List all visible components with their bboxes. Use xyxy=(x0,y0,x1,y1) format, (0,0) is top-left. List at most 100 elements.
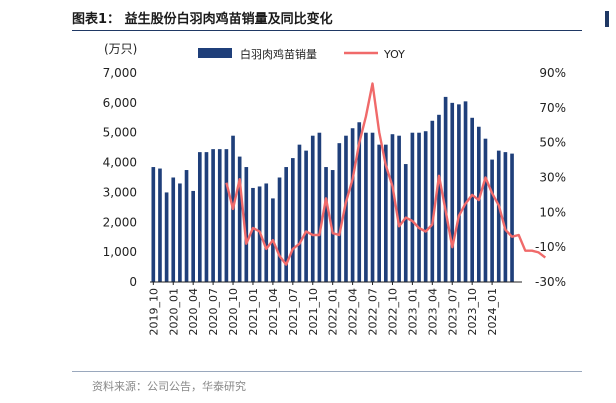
bar xyxy=(304,150,308,282)
yoy-line xyxy=(225,82,547,266)
bar xyxy=(171,177,176,282)
y-left-tick-label: 3,000 xyxy=(103,185,137,199)
y-right-tick-label: 10% xyxy=(539,205,566,219)
y-left-tick-label: 6,000 xyxy=(103,96,137,110)
legend-label-bar: 白羽肉鸡苗销量 xyxy=(240,47,317,61)
y-left-tick-label: 0 xyxy=(129,275,137,289)
bar xyxy=(310,135,315,282)
y-left-tick-label: 7,000 xyxy=(103,66,137,80)
bar xyxy=(457,104,461,282)
x-tick-label: 2022_07 xyxy=(367,288,380,336)
y-left-tick-label: 2,000 xyxy=(103,215,137,229)
bar xyxy=(370,132,375,282)
bar xyxy=(364,132,368,282)
bar xyxy=(324,167,328,282)
x-tick-label: 2023_01 xyxy=(406,288,419,336)
bar xyxy=(443,96,448,282)
bar xyxy=(284,167,288,282)
y-left-tick-label: 5,000 xyxy=(103,126,137,140)
x-tick-label: 2020_07 xyxy=(207,288,220,336)
y-unit-label: (万只) xyxy=(104,42,137,56)
adjacent-panel-edge xyxy=(603,8,616,30)
x-tick-label: 2021_07 xyxy=(287,288,300,336)
source-rule xyxy=(72,371,582,372)
bar-series xyxy=(151,96,514,283)
x-tick-label: 2022_01 xyxy=(327,288,340,336)
bar xyxy=(178,183,182,282)
bar xyxy=(337,143,342,282)
bar xyxy=(423,131,428,282)
bar xyxy=(476,126,481,283)
y-right-tick-label: -30% xyxy=(535,275,566,289)
source-note: 资料来源：公司公告，华泰研究 xyxy=(92,380,246,393)
bar xyxy=(330,170,335,282)
bar xyxy=(430,120,435,283)
bar xyxy=(277,177,282,282)
bar xyxy=(184,170,189,282)
bar xyxy=(164,192,169,282)
bar xyxy=(264,183,269,282)
bar xyxy=(224,149,229,282)
bar xyxy=(463,101,468,282)
bar xyxy=(470,117,474,282)
bar xyxy=(197,152,202,282)
bar xyxy=(383,144,388,282)
bar xyxy=(450,102,455,282)
bar xyxy=(251,187,255,282)
figure-title: 图表1： 益生股份白羽肉鸡苗销量及同比变化 xyxy=(72,12,333,27)
bar xyxy=(211,149,215,282)
y-right-tick-label: 50% xyxy=(539,136,566,150)
x-tick-label: 2021_10 xyxy=(307,288,320,336)
bar xyxy=(151,167,156,282)
x-axis-ticks: 2019_10 2020_01 2020_04 2020_07 2020_10 2021_… xyxy=(147,282,499,336)
x-tick-label: 2020_01 xyxy=(167,288,180,336)
y-left-ticks: 0 1,000 2,000 3,000 4,000 5,000 6,000 7,000 xyxy=(103,66,137,289)
bar xyxy=(217,149,222,282)
bar xyxy=(237,156,242,282)
bar xyxy=(417,132,421,282)
y-left-tick-label: 1,000 xyxy=(103,245,137,259)
x-tick-label: 2020_10 xyxy=(227,288,240,336)
bar xyxy=(490,159,494,282)
bar xyxy=(344,135,348,282)
y-right-tick-label: 30% xyxy=(539,171,566,185)
bar xyxy=(377,144,381,282)
bar xyxy=(510,153,514,282)
x-tick-label: 2022_10 xyxy=(387,288,400,336)
x-tick-label: 2021_01 xyxy=(247,288,260,336)
x-tick-label: 2023_07 xyxy=(446,288,459,336)
x-tick-label: 2024_01 xyxy=(486,288,499,336)
y-left-tick-label: 4,000 xyxy=(103,156,137,170)
bar xyxy=(191,190,195,282)
y-right-tick-label: 70% xyxy=(539,101,566,115)
x-tick-label: 2019_10 xyxy=(147,288,160,336)
bar xyxy=(357,122,362,282)
bar xyxy=(204,152,209,282)
title-rule xyxy=(72,30,582,31)
bar xyxy=(496,150,501,282)
bar xyxy=(503,152,508,282)
bar xyxy=(483,138,488,282)
bar xyxy=(397,135,401,282)
bar xyxy=(297,144,302,282)
bar xyxy=(290,158,295,282)
y-right-tick-label: -10% xyxy=(535,240,566,254)
bar xyxy=(158,168,162,282)
chart: (万只) 0 1,000 2,000 3,000 4,000 5,000 6,000 7,00… xyxy=(103,42,566,336)
legend-label-yoy: YOY xyxy=(383,48,405,61)
x-tick-label: 2023_04 xyxy=(426,288,439,336)
legend: 白羽肉鸡苗销量 YOY xyxy=(198,47,405,61)
bar xyxy=(410,132,415,282)
x-tick-label: 2021_04 xyxy=(267,288,280,336)
y-right-ticks: -30% -10% 10% 30% 50% 70% 90% xyxy=(535,66,566,289)
y-right-tick-label: 90% xyxy=(539,66,566,80)
x-tick-label: 2023_10 xyxy=(466,288,479,336)
bar xyxy=(403,164,408,282)
bar xyxy=(350,128,355,282)
bar xyxy=(390,134,395,282)
bar xyxy=(244,167,249,282)
x-tick-label: 2022_04 xyxy=(347,288,360,336)
x-tick-label: 2020_04 xyxy=(187,288,200,336)
bar xyxy=(437,114,441,282)
legend-swatch-bar xyxy=(198,48,232,58)
